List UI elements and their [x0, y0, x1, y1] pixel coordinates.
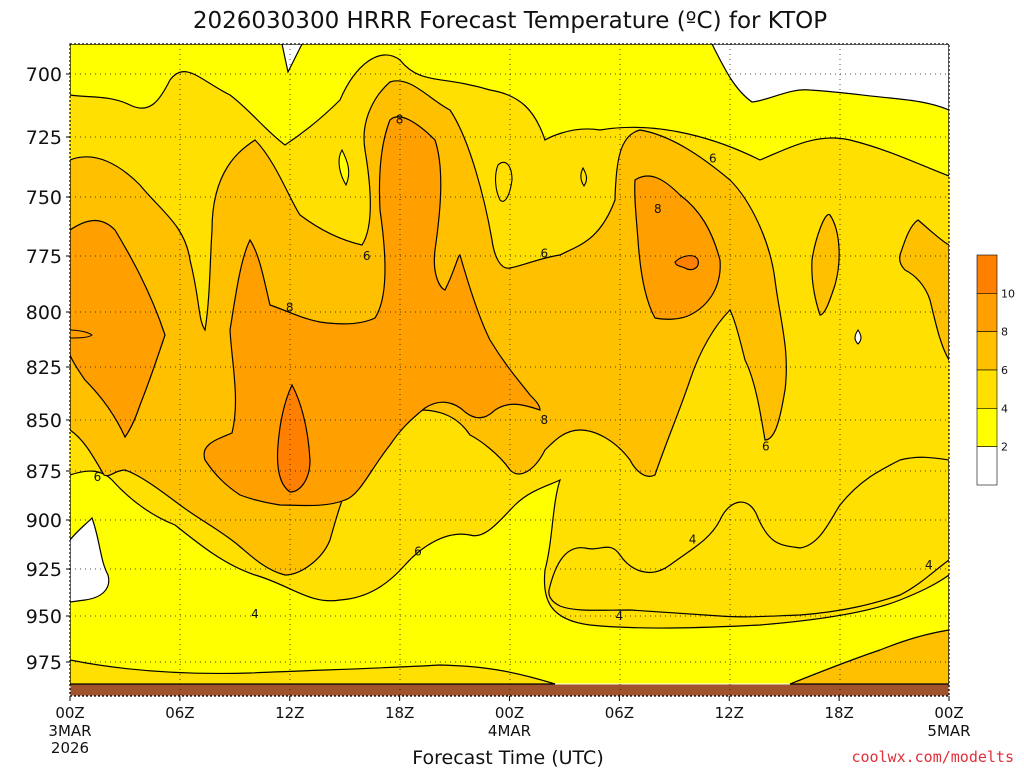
contour-small-c — [580, 166, 588, 187]
contour-small-d — [854, 329, 862, 345]
band-above-10-right — [674, 255, 699, 271]
contour-label-12: 4 — [689, 533, 697, 547]
x-tick-8: 00Z — [934, 704, 963, 722]
contour-label-5: 6 — [414, 544, 422, 558]
y-tick-925: 925 — [26, 559, 62, 581]
colorbar-tick-2: 2 — [1001, 441, 1008, 454]
colorbar-bin-8-10 — [976, 293, 998, 332]
contour-label-4: 4 — [251, 607, 259, 621]
contour-label-13: 4 — [925, 558, 933, 572]
y-tick-800: 800 — [26, 302, 62, 324]
contour-label-0: 8 — [396, 112, 404, 126]
y-tick-875: 875 — [26, 461, 62, 483]
y-tick-850: 850 — [26, 410, 62, 432]
colorbar-bin->10 — [976, 254, 998, 294]
contour-small-a — [338, 148, 350, 187]
contour-labels: 8 6 8 6 4 6 8 6 6 8 6 4 4 4 — [94, 112, 933, 623]
colorbar-bin-2-4 — [976, 408, 998, 447]
band-below-2-notch — [281, 44, 303, 74]
band-above-10-center — [276, 383, 311, 493]
x-tick-7: 18Z — [824, 704, 853, 722]
credit-text: coolwx.com/modelts — [851, 748, 1014, 766]
y-tick-labels: 700 725 750 775 800 825 850 875 900 925 950 975 — [26, 64, 70, 674]
x-tick-sub-4-0: 4MAR — [488, 722, 531, 740]
contour-label-10: 6 — [762, 440, 770, 454]
y-tick-950: 950 — [26, 606, 62, 628]
band-6-8-right-a — [811, 214, 840, 316]
plot-frame — [69, 43, 950, 697]
y-tick-775: 775 — [26, 246, 62, 268]
x-tick-5: 06Z — [605, 704, 634, 722]
x-tick-0: 00Z — [55, 704, 84, 722]
x-tick-4: 00Z — [495, 704, 524, 722]
colorbar-tick-8: 8 — [1001, 326, 1008, 339]
contour-label-9: 8 — [654, 202, 662, 216]
colorbar-tick-6: 6 — [1001, 364, 1008, 377]
contour-label-3: 6 — [94, 470, 102, 484]
band-8-10-right — [634, 175, 721, 320]
x-tick-6: 12Z — [715, 704, 744, 722]
grid — [70, 44, 949, 696]
band-6-8-bottom-right — [789, 629, 949, 685]
contour-label-7: 6 — [540, 247, 548, 261]
colorbar: 2 4 6 8 10 — [976, 254, 1015, 486]
x-tick-1: 06Z — [165, 704, 194, 722]
contour-label-1: 6 — [363, 249, 371, 263]
x-tick-sub-0-1: 2026 — [51, 739, 89, 757]
contour-label-8: 6 — [709, 152, 717, 166]
contour-small-b — [495, 161, 513, 202]
band-below-2-top-right — [711, 44, 949, 111]
y-tick-900: 900 — [26, 510, 62, 532]
colorbar-bin-4-6 — [976, 369, 998, 409]
band-6-8-right-b — [899, 219, 949, 362]
chart-title: 2026030300 HRRR Forecast Temperature (ºC… — [193, 8, 827, 34]
y-tick-700: 700 — [26, 64, 62, 86]
y-tick-725: 725 — [26, 127, 62, 149]
x-tick-sub-0-0: 3MAR — [48, 722, 91, 740]
y-tick-975: 975 — [26, 652, 62, 674]
plot-area: 8 6 8 6 4 6 8 6 6 8 6 4 4 4 — [70, 44, 949, 696]
colorbar-tick-4: 4 — [1001, 402, 1008, 415]
colorbar-bin-6-8 — [976, 331, 998, 371]
band-4-6-bottom — [70, 659, 556, 685]
x-axis-label: Forecast Time (UTC) — [412, 747, 603, 768]
band-8-10-left — [70, 220, 166, 439]
contour-label-11: 4 — [616, 609, 624, 623]
x-tick-sub-8-0: 5MAR — [927, 722, 970, 740]
band-8-10-left-lip — [70, 329, 93, 339]
contour-label-6: 8 — [540, 413, 548, 427]
colorbar-tick-10: 10 — [1001, 287, 1015, 300]
x-tick-3: 18Z — [385, 704, 414, 722]
contour-label-2: 8 — [286, 301, 294, 315]
colorbar-bin-<2 — [976, 446, 998, 486]
y-tick-750: 750 — [26, 187, 62, 209]
band-below-2-left — [70, 516, 110, 603]
y-tick-825: 825 — [26, 357, 62, 379]
x-tick-2: 12Z — [275, 704, 304, 722]
